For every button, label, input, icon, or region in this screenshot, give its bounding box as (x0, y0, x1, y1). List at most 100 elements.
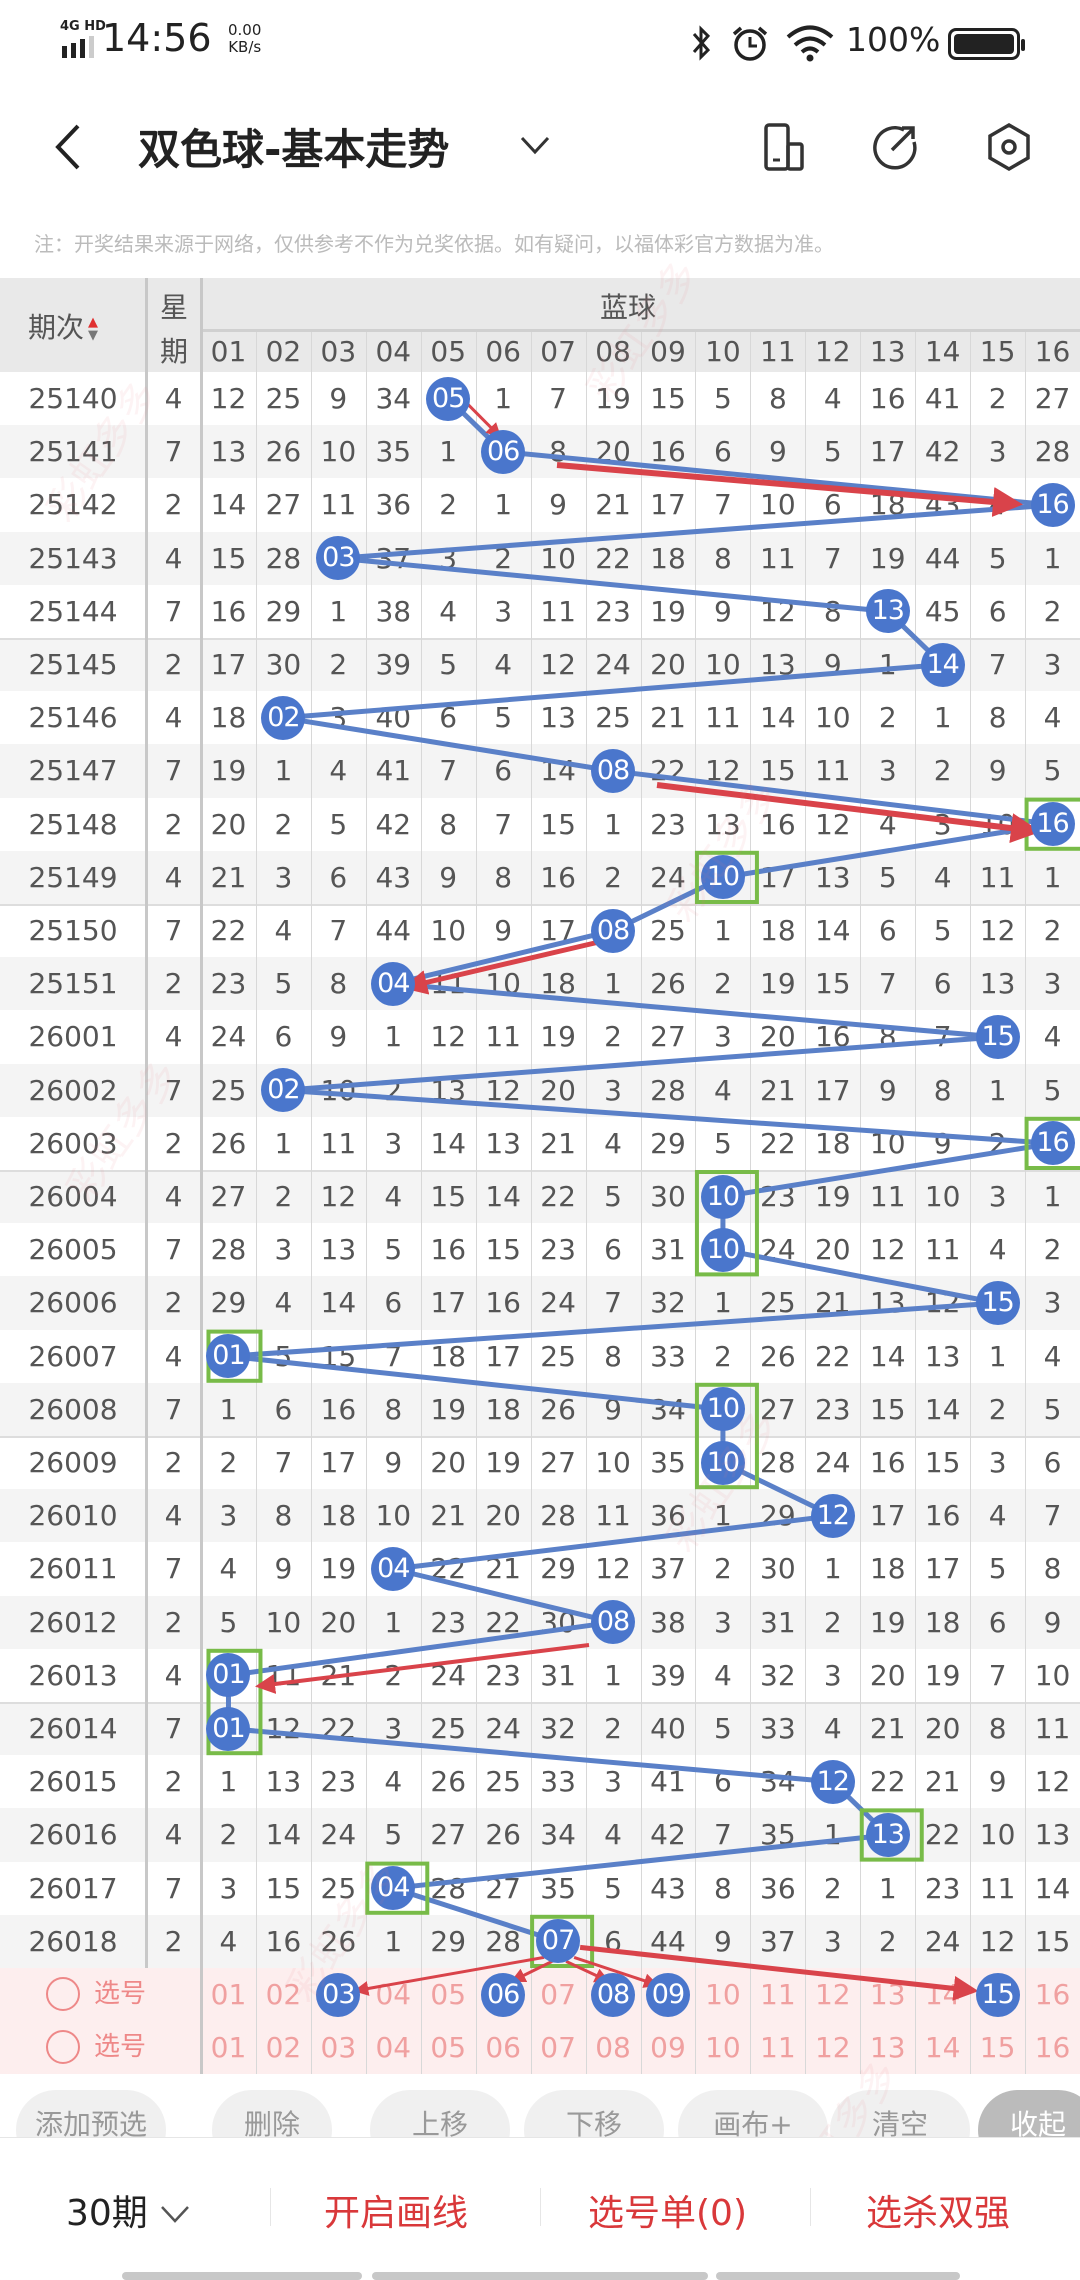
omission-cell[interactable]: 2 (988, 1392, 1007, 1426)
omission-cell[interactable]: 17 (924, 1552, 961, 1586)
omission-cell[interactable]: 6 (823, 488, 842, 522)
omission-cell[interactable]: 7 (714, 1818, 732, 1852)
omission-cell[interactable]: 18 (540, 967, 576, 1001)
omission-cell[interactable]: 2 (219, 1446, 238, 1479)
omission-cell[interactable]: 1 (878, 648, 897, 681)
omission-cell[interactable]: 2 (933, 754, 952, 788)
omission-cell[interactable]: 24 (320, 1818, 357, 1852)
omission-cell[interactable]: 5 (384, 1818, 403, 1852)
omission-cell[interactable]: 21 (540, 1126, 576, 1160)
omission-cell[interactable]: 13 (540, 701, 576, 735)
period-select[interactable]: 30期 (66, 2184, 192, 2236)
selected-ball[interactable]: 15 (975, 1972, 1020, 2017)
kill-pick-button[interactable]: 选杀双强 (866, 2193, 1011, 2234)
omission-cell[interactable]: 3 (823, 1658, 842, 1692)
blue-ball-hit[interactable]: 08 (591, 749, 636, 793)
omission-cell[interactable]: 7 (988, 648, 1007, 681)
omission-cell[interactable]: 17 (430, 1286, 467, 1320)
omission-cell[interactable]: 10 (979, 1818, 1016, 1852)
omission-cell[interactable]: 23 (485, 1658, 521, 1692)
select-number[interactable]: 05 (430, 1978, 467, 2011)
omission-cell[interactable]: 15 (869, 1392, 906, 1426)
omission-cell[interactable]: 17 (210, 648, 247, 681)
omission-cell[interactable]: 31 (540, 1658, 576, 1692)
omission-cell[interactable]: 25 (430, 1712, 467, 1745)
omission-cell[interactable]: 28 (265, 541, 302, 575)
omission-cell[interactable]: 3 (329, 701, 348, 735)
omission-cell[interactable]: 4 (823, 382, 842, 415)
omission-cell[interactable]: 3 (988, 435, 1007, 469)
omission-cell[interactable]: 35 (375, 435, 412, 469)
omission-cell[interactable]: 16 (650, 435, 686, 469)
omission-cell[interactable]: 6 (494, 754, 513, 788)
omission-cell[interactable]: 13 (320, 1233, 357, 1267)
omission-cell[interactable]: 23 (320, 1765, 357, 1799)
omission-cell[interactable]: 40 (375, 701, 412, 735)
device-icon[interactable] (760, 122, 810, 172)
omission-cell[interactable]: 8 (1043, 1552, 1062, 1586)
omission-cell[interactable]: 2 (604, 1712, 622, 1745)
omission-cell[interactable]: 12 (979, 914, 1016, 947)
omission-cell[interactable]: 13 (1034, 1818, 1071, 1852)
omission-cell[interactable]: 6 (933, 967, 952, 1001)
omission-cell[interactable]: 2 (329, 648, 348, 681)
omission-cell[interactable]: 24 (650, 860, 686, 894)
omission-cell[interactable]: 9 (714, 1924, 732, 1958)
omission-cell[interactable]: 3 (823, 1924, 842, 1958)
omission-cell[interactable]: 14 (814, 914, 851, 947)
select-number[interactable]: 13 (869, 1978, 906, 2011)
omission-cell[interactable]: 15 (760, 754, 796, 788)
omission-cell[interactable]: 20 (869, 1658, 906, 1692)
omission-cell[interactable]: 45 (924, 594, 961, 628)
omission-cell[interactable]: 2 (494, 541, 513, 575)
omission-cell[interactable]: 2 (988, 1126, 1007, 1160)
omission-cell[interactable]: 18 (814, 1126, 851, 1160)
omission-cell[interactable]: 22 (924, 1818, 961, 1852)
omission-cell[interactable]: 10 (540, 541, 576, 575)
omission-cell[interactable]: 4 (494, 648, 513, 681)
omission-cell[interactable]: 6 (274, 1392, 293, 1426)
omission-cell[interactable]: 2 (1043, 914, 1062, 947)
omission-cell[interactable]: 4 (384, 1180, 403, 1213)
blue-ball-hit[interactable]: 16 (1030, 802, 1075, 847)
blue-ball-hit[interactable]: 15 (975, 1281, 1020, 1325)
omission-cell[interactable]: 17 (320, 1446, 357, 1479)
omission-cell[interactable]: 19 (595, 382, 631, 415)
omission-cell[interactable]: 13 (869, 1286, 906, 1320)
omission-cell[interactable]: 15 (924, 1446, 961, 1479)
omission-cell[interactable]: 8 (604, 1339, 622, 1373)
blue-ball-hit[interactable]: 01 (206, 1706, 251, 1751)
omission-cell[interactable]: 15 (210, 541, 247, 575)
omission-cell[interactable]: 7 (988, 1658, 1007, 1692)
omission-cell[interactable]: 16 (485, 1286, 521, 1320)
select-number[interactable]: 02 (265, 1978, 302, 2011)
omission-cell[interactable]: 6 (1043, 1446, 1062, 1479)
omission-cell[interactable]: 36 (375, 488, 412, 522)
omission-cell[interactable]: 24 (760, 1233, 796, 1267)
blue-ball-hit[interactable]: 12 (810, 1759, 855, 1804)
omission-cell[interactable]: 17 (650, 488, 686, 522)
omission-cell[interactable]: 10 (705, 648, 741, 681)
omission-cell[interactable]: 22 (814, 1339, 851, 1373)
omission-cell[interactable]: 34 (650, 1392, 686, 1426)
omission-cell[interactable]: 12 (705, 754, 741, 788)
omission-cell[interactable]: 22 (869, 1765, 906, 1799)
omission-cell[interactable]: 27 (265, 488, 302, 522)
omission-cell[interactable]: 19 (924, 1658, 961, 1692)
omission-cell[interactable]: 4 (219, 1924, 238, 1958)
omission-cell[interactable]: 43 (650, 1871, 686, 1905)
omission-cell[interactable]: 1 (1043, 860, 1062, 894)
select-number[interactable]: 12 (814, 1978, 851, 2011)
omission-cell[interactable]: 11 (869, 1180, 906, 1213)
omission-cell[interactable]: 10 (924, 1180, 961, 1213)
omission-cell[interactable]: 25 (650, 914, 686, 947)
omission-cell[interactable]: 38 (375, 594, 412, 628)
omission-cell[interactable]: 27 (210, 1180, 247, 1213)
omission-cell[interactable]: 9 (988, 1765, 1007, 1799)
select-number[interactable]: 16 (1034, 2031, 1071, 2065)
omission-cell[interactable]: 25 (595, 701, 631, 735)
omission-cell[interactable]: 4 (604, 1126, 622, 1160)
omission-cell[interactable]: 2 (604, 1020, 622, 1054)
omission-cell[interactable]: 42 (924, 435, 961, 469)
omission-cell[interactable]: 5 (439, 648, 458, 681)
